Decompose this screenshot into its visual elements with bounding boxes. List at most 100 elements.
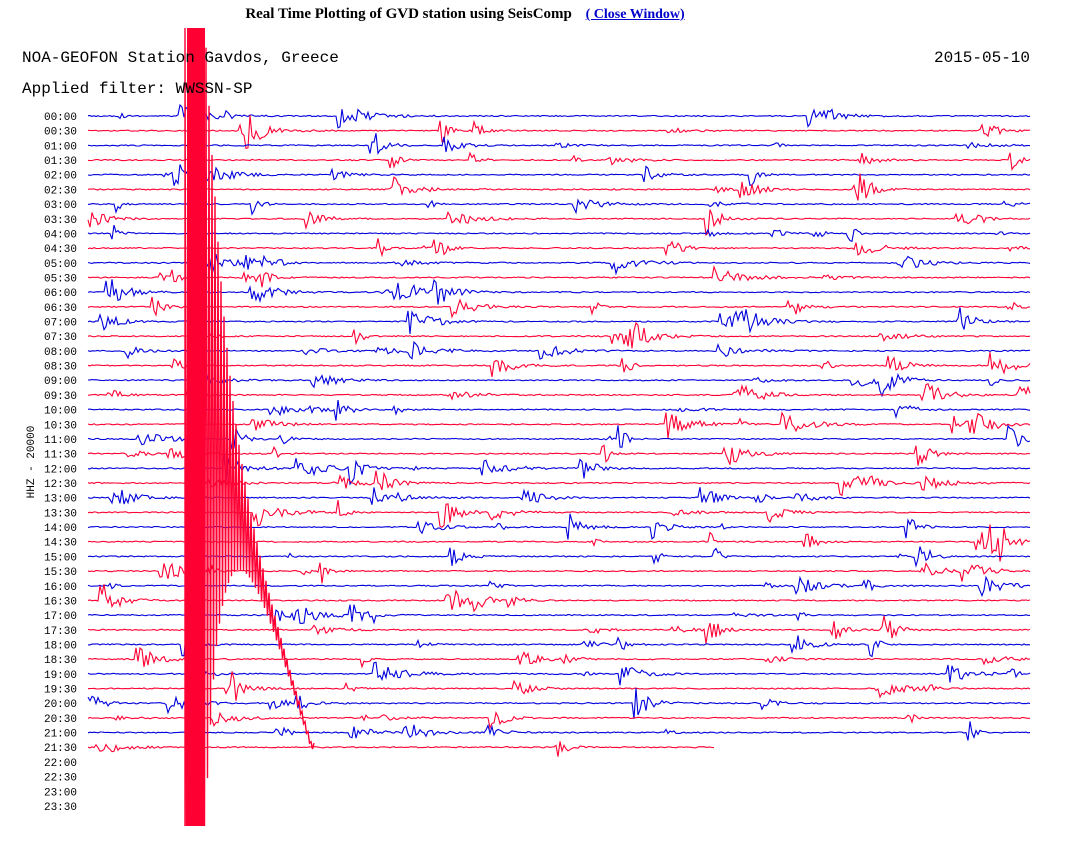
time-label: 10:00 [44, 406, 77, 418]
trace [87, 453, 1031, 486]
time-label: 23:30 [44, 802, 77, 814]
time-label: 06:00 [44, 288, 77, 300]
time-label: 04:30 [44, 244, 77, 256]
trace [87, 382, 1031, 404]
time-label: 10:30 [44, 420, 77, 432]
time-label: 13:00 [44, 494, 77, 506]
plot-background [15, 28, 1037, 828]
trace [87, 352, 1031, 377]
time-label: 08:00 [44, 347, 77, 359]
trace [87, 173, 1031, 201]
time-label: 15:00 [44, 552, 77, 564]
trace [87, 513, 1031, 540]
time-label: 19:30 [44, 685, 77, 697]
trace [87, 209, 1031, 236]
time-label: 00:00 [44, 112, 77, 124]
trace [87, 198, 1031, 216]
time-label: 23:00 [44, 787, 77, 799]
date-label: 2015-05-10 [934, 49, 1030, 67]
time-label: 03:00 [44, 200, 77, 212]
trace [87, 661, 1031, 686]
trace [87, 647, 1031, 669]
seismogram: NOA-GEOFON Station Gavdos, Greece 2015-0… [15, 28, 1037, 828]
time-label: 20:30 [44, 714, 77, 726]
trace [87, 264, 1031, 288]
trace [87, 604, 1031, 625]
time-label: 17:00 [44, 611, 77, 623]
trace [87, 253, 1031, 276]
trace [87, 687, 1031, 719]
time-label: 16:30 [44, 596, 77, 608]
trace [87, 575, 1031, 598]
trace [87, 615, 1031, 644]
large-event [184, 28, 315, 827]
time-label: 07:00 [44, 318, 77, 330]
trace [87, 632, 1031, 658]
time-label: 07:30 [44, 332, 77, 344]
time-label: 11:00 [44, 435, 77, 447]
page-title: Real Time Plotting of GVD station using … [245, 6, 572, 22]
time-label: 12:00 [44, 464, 77, 476]
trace [87, 103, 1031, 129]
time-label: 22:00 [44, 758, 77, 770]
time-label: 21:30 [44, 743, 77, 755]
trace [87, 307, 1031, 335]
trace [87, 278, 1031, 305]
filter-label: Applied filter: WWSSN-SP [22, 80, 252, 98]
time-label: 02:00 [44, 171, 77, 183]
time-label: 18:30 [44, 655, 77, 667]
large-event-core [187, 28, 205, 826]
trace [87, 238, 1031, 258]
time-label: 05:00 [44, 259, 77, 271]
trace [87, 546, 1031, 568]
channel-label: HHZ - 20000 [26, 426, 38, 499]
time-label: 14:30 [44, 538, 77, 550]
time-label: 00:30 [44, 127, 77, 139]
trace [87, 151, 1031, 171]
time-label: 15:30 [44, 567, 77, 579]
time-labels: 00:00 00:30 01:00 01:30 02:00 02:30 03:00 03:30… [44, 112, 77, 814]
time-label: 08:30 [44, 362, 77, 374]
trace [87, 444, 1031, 466]
trace [87, 584, 1031, 613]
time-label: 20:00 [44, 699, 77, 711]
trace [87, 711, 1030, 730]
time-label: 04:00 [44, 229, 77, 241]
time-label: 11:30 [44, 450, 77, 462]
trace [87, 160, 1031, 186]
time-label: 19:00 [44, 670, 77, 682]
time-label: 05:30 [44, 273, 77, 285]
trace [87, 296, 1031, 319]
time-label: 12:30 [44, 479, 77, 491]
time-label: 21:00 [44, 729, 77, 741]
trace [87, 671, 1031, 701]
time-label: 03:30 [44, 215, 77, 227]
trace [87, 224, 1031, 243]
header: Real Time Plotting of GVD station using … [0, 6, 930, 23]
time-label: 01:00 [44, 141, 77, 153]
trace [87, 115, 1031, 150]
time-label: 17:30 [44, 626, 77, 638]
trace [87, 373, 1031, 398]
station-label: NOA-GEOFON Station Gavdos, Greece [22, 49, 339, 67]
time-label: 09:30 [44, 391, 77, 403]
trace [87, 340, 1031, 360]
trace [87, 411, 1031, 439]
time-label: 16:00 [44, 582, 77, 594]
traces [87, 28, 1031, 827]
time-label: 06:30 [44, 303, 77, 315]
close-window-link[interactable]: ( Close Window) [585, 7, 685, 22]
time-label: 09:00 [44, 376, 77, 388]
time-label: 02:30 [44, 185, 77, 197]
time-label: 22:30 [44, 773, 77, 785]
time-label: 14:00 [44, 523, 77, 535]
trace [87, 721, 1031, 741]
trace [87, 321, 1031, 349]
trace [87, 424, 1031, 450]
time-label: 01:30 [44, 156, 77, 168]
trace [88, 400, 1031, 421]
time-label: 13:30 [44, 508, 77, 520]
trace [87, 133, 1031, 155]
trace [87, 562, 1031, 584]
